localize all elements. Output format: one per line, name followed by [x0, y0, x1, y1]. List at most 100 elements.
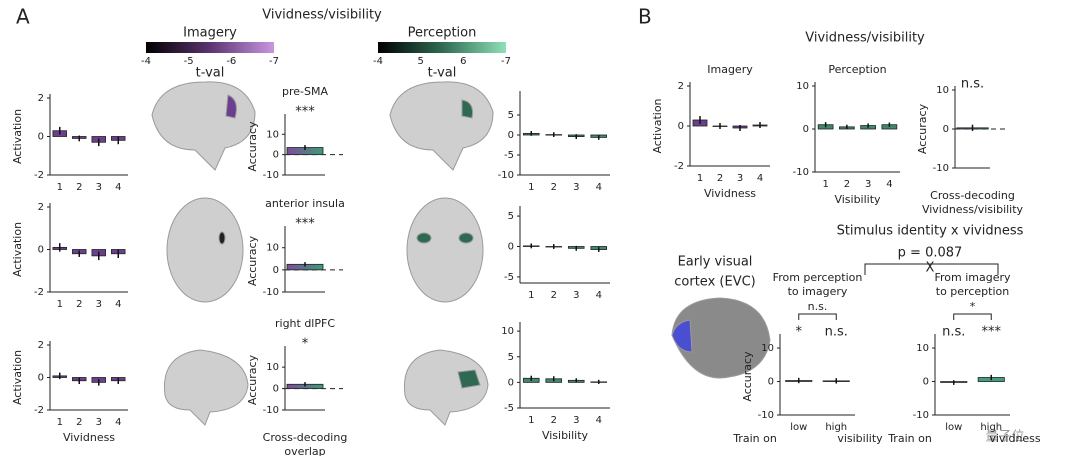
x-tick-label: 1 — [528, 290, 534, 301]
colorbar — [378, 42, 506, 53]
y-tick-label: 0 — [508, 242, 514, 253]
modality-label: visibility — [837, 432, 883, 445]
colorbar-tick-label: -7 — [501, 56, 511, 67]
y-tick-label: -5 — [504, 403, 514, 414]
significance: n.s. — [825, 325, 848, 340]
y-tick-label: 10 — [936, 85, 949, 96]
y-axis-label: Accuracy — [741, 351, 754, 402]
comparison-label: * — [970, 300, 976, 313]
x-tick-label: 4 — [886, 179, 892, 190]
y-tick-label: 0 — [803, 124, 809, 135]
y-axis-label: Accuracy — [246, 121, 259, 172]
brain-activation — [457, 369, 481, 389]
brain — [163, 349, 249, 426]
x-tick-label: 3 — [865, 179, 871, 190]
x-tick-label: 2 — [551, 182, 557, 193]
chart-title: From imagery — [934, 271, 1011, 284]
y-tick-label: 0 — [943, 124, 949, 135]
x-tick-label: 3 — [737, 173, 743, 184]
chart-title: to imagery — [788, 285, 848, 298]
y-tick-label: 0 — [273, 384, 279, 395]
y-tick-label: 0 — [508, 377, 514, 388]
y-tick-label: 10 — [761, 343, 774, 354]
x-tick-label: 2 — [844, 179, 850, 190]
x-axis-label: Vividness — [63, 431, 115, 444]
watermark: 量子位 — [985, 430, 1024, 445]
y-tick-label: 2 — [38, 340, 44, 351]
brain-activation — [458, 232, 474, 244]
colorbar-label: t-val — [428, 66, 457, 81]
y-tick-label: 2 — [678, 81, 684, 92]
y-tick-label: 2 — [38, 202, 44, 213]
x-tick-label: 3 — [96, 299, 102, 310]
x-tick-label: 4 — [115, 299, 121, 310]
y-tick-label: -10 — [498, 170, 514, 181]
chart-title: pre-SMA — [282, 85, 328, 98]
y-tick-label: 10 — [796, 81, 809, 92]
x-tick-label: 2 — [551, 415, 557, 426]
significance: *** — [295, 105, 315, 120]
y-axis-label: Activation — [11, 109, 24, 164]
significance: n.s. — [942, 325, 965, 340]
x-tick-label: 1 — [822, 179, 828, 190]
y-tick-label: 0 — [38, 373, 44, 384]
significance: * — [796, 325, 803, 340]
brain — [151, 81, 256, 171]
colorbar-tick-label: 5 — [417, 56, 423, 67]
y-tick-label: -2 — [34, 170, 44, 181]
panel-label: B — [638, 5, 652, 29]
comparison-bracket — [953, 313, 992, 320]
y-tick-label: 0 — [768, 377, 774, 388]
y-tick-label: -10 — [263, 287, 279, 298]
x-axis-label: Visibility — [834, 193, 881, 206]
y-tick-label: 0 — [273, 265, 279, 276]
brain-activation — [225, 94, 237, 119]
y-tick-label: -10 — [913, 410, 929, 421]
brain-activation — [416, 232, 432, 244]
x-tick-label: 2 — [76, 417, 82, 428]
y-tick-label: -2 — [34, 287, 44, 298]
colorbar-tick-label: 6 — [460, 56, 466, 67]
brain — [406, 197, 484, 303]
colorbar-tick-label: -7 — [269, 56, 279, 67]
x-tick-label: 1 — [697, 173, 703, 184]
colorbar-tick-label: -4 — [141, 56, 151, 67]
panel-title: Vividness/visibility — [805, 31, 925, 46]
roi-label: cortex (EVC) — [674, 275, 755, 290]
x-tick-label: low — [945, 422, 962, 433]
y-tick-label: 2 — [38, 93, 44, 104]
x-tick-label: low — [790, 422, 807, 433]
y-tick-label: -2 — [34, 405, 44, 416]
colorbar-tick-label: -4 — [373, 56, 383, 67]
x-axis-label: Vividness — [704, 187, 756, 200]
interaction-bracket — [864, 263, 999, 275]
y-tick-label: 0 — [508, 130, 514, 141]
y-tick-label: 5 — [508, 211, 514, 222]
y-tick-label: 10 — [916, 343, 929, 354]
interaction-p: p = 0.087 — [898, 246, 963, 261]
x-tick-label: 3 — [573, 182, 579, 193]
y-axis-label: Activation — [11, 222, 24, 277]
x-tick-label: 1 — [528, 415, 534, 426]
y-axis-label: Activation — [651, 98, 664, 153]
panel-title: Vividness/visibility — [262, 8, 382, 23]
x-tick-label: 3 — [573, 415, 579, 426]
x-tick-label: 1 — [57, 299, 63, 310]
y-tick-label: -10 — [263, 405, 279, 416]
colorbar-tick-label: -6 — [226, 56, 236, 67]
brain — [166, 197, 244, 303]
brain-activation — [218, 231, 226, 245]
x-tick-label: 4 — [115, 417, 121, 428]
colorbar-label: t-val — [196, 66, 225, 81]
y-tick-label: 10 — [266, 362, 279, 373]
significance: n.s. — [961, 77, 984, 92]
x-tick-label: 3 — [96, 182, 102, 193]
y-tick-label: 10 — [266, 129, 279, 140]
colorbar — [146, 42, 274, 53]
colorbar-tick-label: -5 — [184, 56, 194, 67]
x-tick-label: 1 — [57, 182, 63, 193]
x-tick-label: 4 — [115, 182, 121, 193]
brain — [389, 81, 494, 171]
x-tick-label: 2 — [551, 290, 557, 301]
